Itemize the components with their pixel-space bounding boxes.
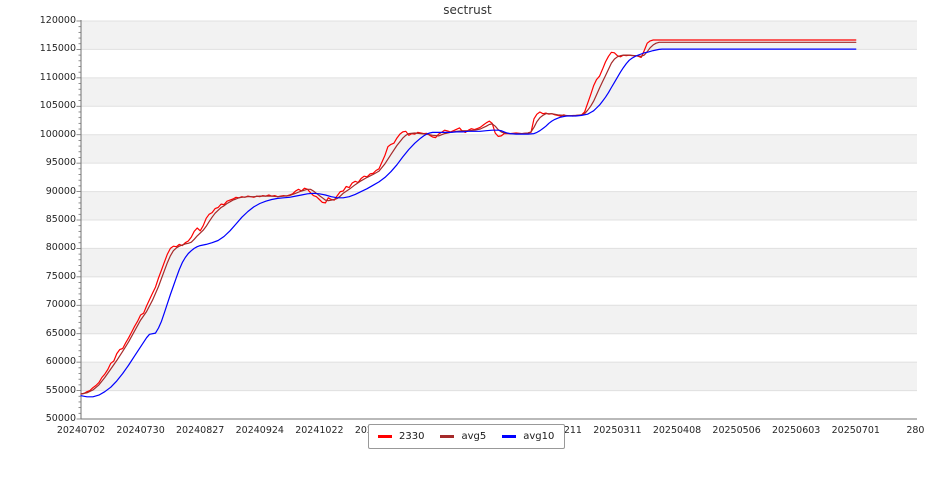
y-tick-label: 85000 [45, 214, 76, 225]
plot-band [81, 305, 917, 334]
x-tick-label: 20240827 [176, 425, 225, 436]
x-tick-label: 20250311 [593, 425, 642, 436]
y-tick-label: 60000 [45, 356, 76, 368]
legend-item-2330: 2330 [378, 431, 424, 443]
legend: 2330 avg5 avg10 [368, 424, 565, 449]
plot-band [81, 21, 917, 50]
x-tick-label: 20250603 [772, 425, 821, 436]
x-tick-label: 20240924 [235, 425, 284, 436]
plot-band [81, 77, 917, 107]
line-avg5 [80, 41, 857, 395]
x-tick-label: 20240730 [116, 425, 165, 436]
legend-item-avg5: avg5 [440, 431, 486, 443]
y-tick-label: 100000 [39, 128, 76, 140]
x-tick-label: 20250506 [712, 425, 761, 436]
plot-band [81, 134, 917, 164]
y-tick-label: 75000 [45, 270, 76, 282]
plot-band [81, 390, 917, 419]
line-avg10 [80, 48, 857, 398]
x-tick-label: 20250701 [831, 425, 880, 436]
legend-label: 2330 [399, 430, 425, 442]
x-tick-label: 20250408 [652, 425, 702, 436]
plot-band [81, 220, 917, 249]
y-tick-label: 50000 [45, 413, 76, 424]
plot-band [81, 191, 917, 220]
legend-item-avg10: avg10 [502, 431, 554, 443]
x-tick-label: 20241022 [295, 425, 344, 436]
y-tick-label: 110000 [39, 71, 76, 83]
legend-label: avg5 [461, 430, 487, 442]
legend-label: avg10 [523, 430, 555, 442]
legend-swatch-avg5 [440, 435, 455, 438]
legend-swatch-avg10 [502, 435, 517, 438]
plot-band [81, 49, 917, 78]
y-tick-label: 90000 [45, 185, 76, 197]
plot-band [81, 333, 917, 363]
y-tick-label: 95000 [45, 157, 76, 169]
plot-band [81, 362, 917, 391]
y-tick-label: 65000 [45, 327, 76, 339]
y-tick-label: 120000 [39, 15, 76, 26]
plot-band [81, 276, 917, 306]
plot-band [81, 248, 917, 277]
y-tick-label: 55000 [45, 384, 76, 396]
y-tick-label: 105000 [39, 100, 76, 112]
y-tick-label: 70000 [45, 299, 76, 311]
x-tick-label: 280 [906, 425, 925, 436]
x-tick-label: 20240702 [56, 425, 106, 436]
y-tick-label: 115000 [39, 43, 76, 55]
y-tick-label: 80000 [45, 242, 76, 254]
plot-band [81, 163, 917, 192]
legend-swatch-2330 [378, 435, 392, 438]
chart-title: sectrust [443, 3, 492, 17]
